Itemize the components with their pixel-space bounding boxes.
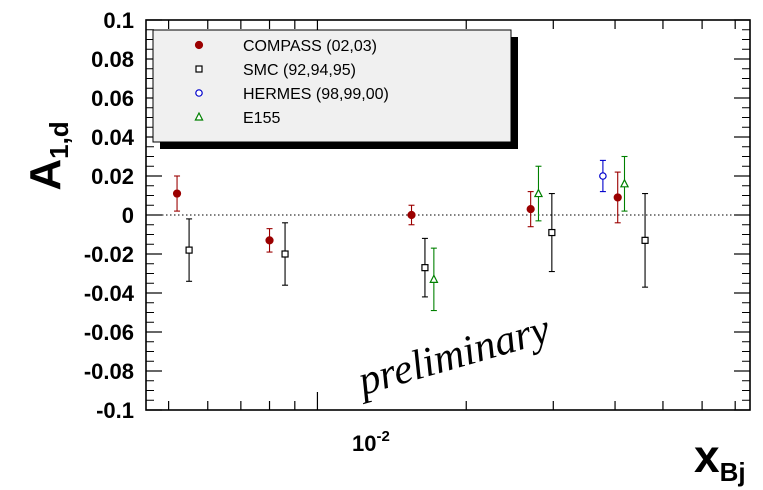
data-point — [265, 236, 274, 245]
y-axis-tick-labels: 0.1 0.08 0.06 0.04 0.02 0 -0.02 -0.04 -0.06 -0.08… — [84, 8, 135, 423]
data-point — [599, 172, 607, 180]
y-tick-label: 0 — [122, 203, 134, 228]
y-tick-label: -0.06 — [84, 320, 134, 345]
x-tick-label-exponent: -2 — [376, 428, 389, 445]
x-axis-title-sub: Bj — [720, 457, 746, 487]
data-point — [548, 228, 556, 237]
series-smc — [185, 193, 649, 298]
legend: COMPASS (02,03) SMC (92,94,95) HERMES (98,… — [194, 38, 389, 127]
y-tick-label: 0.06 — [91, 86, 134, 111]
y-axis-title-main: A — [21, 159, 70, 191]
data-point — [407, 210, 416, 220]
data-point — [613, 193, 622, 202]
y-tick-label: 0.1 — [103, 8, 134, 33]
data-point — [172, 189, 182, 198]
data-point — [619, 178, 630, 188]
legend-label: E155 — [243, 110, 280, 127]
data-point — [281, 250, 289, 258]
data-point — [526, 205, 535, 214]
legend-marker — [195, 89, 203, 97]
legend-label: COMPASS (02,03) — [243, 38, 377, 55]
series-hermes — [599, 159, 607, 193]
data-point — [641, 236, 649, 244]
y-tick-label: 0.02 — [91, 164, 134, 189]
y-tick-label: -0.04 — [84, 281, 135, 306]
legend-marker — [194, 40, 204, 50]
y-tick-label: 0.04 — [91, 125, 135, 150]
y-tick-label: 0.08 — [91, 47, 134, 72]
legend-label: SMC (92,94,95) — [243, 62, 356, 79]
legend-marker — [194, 111, 204, 121]
x-tick-label: 10-2 — [352, 428, 390, 456]
y-axis-title-sub: 1,d — [44, 121, 74, 159]
y-axis-title: A1,d — [21, 121, 74, 190]
legend-label: HERMES (98,99,00) — [243, 86, 389, 103]
x-axis-title-main: x — [694, 430, 720, 482]
preliminary-annotation: preliminary — [350, 306, 555, 405]
series-e155 — [429, 155, 630, 312]
data-point — [429, 274, 439, 283]
data-point — [185, 246, 193, 254]
data-point — [533, 188, 544, 198]
data-point — [421, 264, 429, 272]
x-axis-title: xBj — [694, 430, 746, 487]
y-tick-label: -0.02 — [84, 242, 134, 267]
y-tick-label: -0.1 — [96, 398, 134, 423]
data-series — [172, 155, 649, 312]
series-compass — [172, 171, 622, 253]
legend-box — [152, 29, 512, 143]
x-tick-label-base: 10 — [352, 431, 376, 456]
legend-marker — [195, 65, 203, 73]
y-tick-label: -0.08 — [84, 359, 134, 384]
